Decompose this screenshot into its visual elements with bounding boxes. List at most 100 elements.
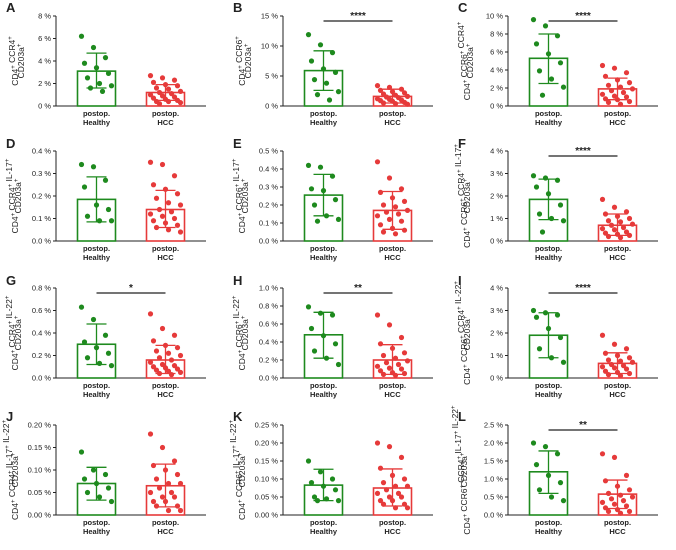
data-point bbox=[311, 77, 318, 83]
data-point bbox=[401, 90, 408, 96]
y-tick-label: 0.25 % bbox=[255, 421, 279, 430]
panel-letter: G bbox=[6, 273, 16, 288]
y-tick-label: 8 % bbox=[38, 12, 51, 21]
data-point bbox=[374, 213, 381, 219]
data-point bbox=[150, 79, 157, 85]
data-point bbox=[374, 312, 381, 318]
category-label: postop. HCC bbox=[604, 109, 631, 127]
data-point bbox=[623, 503, 630, 509]
data-point bbox=[620, 363, 627, 369]
data-point bbox=[602, 230, 609, 236]
data-point bbox=[389, 345, 396, 351]
data-point bbox=[404, 505, 411, 511]
data-point bbox=[629, 359, 636, 365]
data-point bbox=[159, 444, 166, 451]
data-point bbox=[620, 89, 627, 96]
data-point bbox=[177, 100, 184, 106]
panel-d: D CD4+ CCR4+ IL-17+CD203a+ 0.0 % 0.1 % 0.2 %… bbox=[4, 136, 206, 262]
data-point bbox=[545, 191, 552, 197]
y-tick-label: 0.0 % bbox=[32, 237, 52, 246]
panel-letter: L bbox=[458, 409, 466, 424]
y-tick-label: 0.05 % bbox=[28, 488, 52, 497]
data-point bbox=[389, 498, 396, 504]
data-point bbox=[374, 490, 381, 496]
panel-letter: F bbox=[458, 136, 466, 151]
data-point bbox=[380, 352, 387, 359]
y-tick-label: 3 % bbox=[490, 306, 503, 315]
data-point bbox=[159, 494, 166, 500]
y-tick-label: 0.4 % bbox=[259, 165, 279, 174]
data-point bbox=[153, 224, 160, 231]
category-label: postop. HCC bbox=[152, 109, 179, 127]
data-point bbox=[147, 311, 154, 317]
category-label: postop. Healthy bbox=[83, 381, 111, 399]
y-tick-label: 0.8 % bbox=[32, 284, 52, 293]
data-point bbox=[392, 505, 399, 511]
data-point bbox=[374, 363, 381, 369]
panel-g: G CD4+ CCR4+ IL-22+CD203a+ 0.0 % 0.2 % 0.4 %… bbox=[4, 273, 206, 399]
data-point bbox=[602, 211, 609, 217]
y-axis-label: CD4+ CCR6+ IL-17+ IL-22+CD203a+ bbox=[228, 419, 247, 520]
data-point bbox=[150, 462, 157, 469]
data-point bbox=[84, 355, 91, 361]
y-tick-label: 0.00 % bbox=[28, 511, 52, 520]
data-point bbox=[599, 451, 606, 457]
data-point bbox=[536, 487, 543, 493]
category-label: postop. Healthy bbox=[310, 381, 338, 399]
data-point bbox=[605, 233, 612, 240]
y-tick-label: 0.1 % bbox=[259, 219, 279, 228]
data-point bbox=[171, 494, 178, 500]
data-point bbox=[147, 211, 154, 217]
data-point bbox=[177, 229, 184, 235]
y-tick-label: 2 % bbox=[490, 192, 503, 201]
data-point bbox=[108, 83, 115, 89]
data-point bbox=[320, 333, 327, 339]
data-point bbox=[323, 496, 330, 502]
data-point bbox=[374, 83, 381, 89]
y-axis-label: CD4+ CCR4+CD203a+ bbox=[7, 36, 26, 86]
data-point bbox=[105, 485, 112, 491]
data-point bbox=[614, 213, 621, 219]
data-point bbox=[530, 307, 537, 314]
data-point bbox=[159, 75, 166, 81]
y-tick-label: 10 % bbox=[486, 12, 503, 21]
y-tick-label: 0.4 % bbox=[32, 329, 52, 338]
y-axis-label: CD4+ CCR4+ IL-22+CD203a+ bbox=[4, 295, 23, 370]
data-point bbox=[560, 359, 567, 365]
data-point bbox=[626, 370, 633, 377]
y-tick-label: 0.20 % bbox=[255, 439, 279, 448]
data-point bbox=[386, 322, 393, 328]
data-point bbox=[545, 51, 552, 57]
data-point bbox=[611, 454, 618, 460]
y-tick-label: 10 % bbox=[261, 42, 278, 51]
data-point bbox=[614, 231, 621, 237]
data-point bbox=[159, 161, 166, 168]
y-tick-label: 0.10 % bbox=[255, 475, 279, 484]
data-point bbox=[335, 498, 342, 504]
y-tick-label: 0.15 % bbox=[255, 457, 279, 466]
data-point bbox=[398, 454, 405, 460]
data-point bbox=[401, 350, 408, 356]
data-point bbox=[392, 483, 399, 489]
data-point bbox=[156, 206, 163, 213]
data-point bbox=[332, 341, 339, 347]
data-point bbox=[539, 229, 546, 235]
data-point bbox=[533, 314, 540, 320]
data-point bbox=[557, 480, 564, 486]
y-tick-label: 4 % bbox=[490, 284, 503, 293]
data-point bbox=[99, 88, 106, 94]
data-point bbox=[165, 480, 172, 487]
y-axis-label: CD4+ CCR4+ IL-17+ IL-22+CD203a+ bbox=[1, 419, 20, 520]
data-point bbox=[326, 97, 333, 103]
data-point bbox=[171, 94, 178, 100]
significance-label: **** bbox=[575, 283, 591, 294]
data-point bbox=[545, 472, 552, 478]
y-tick-label: 0.10 % bbox=[28, 466, 52, 475]
data-point bbox=[153, 476, 160, 482]
data-point bbox=[602, 368, 609, 374]
data-point bbox=[153, 85, 160, 91]
data-point bbox=[156, 355, 163, 361]
y-tick-label: 4 % bbox=[38, 57, 51, 66]
data-point bbox=[150, 364, 157, 370]
